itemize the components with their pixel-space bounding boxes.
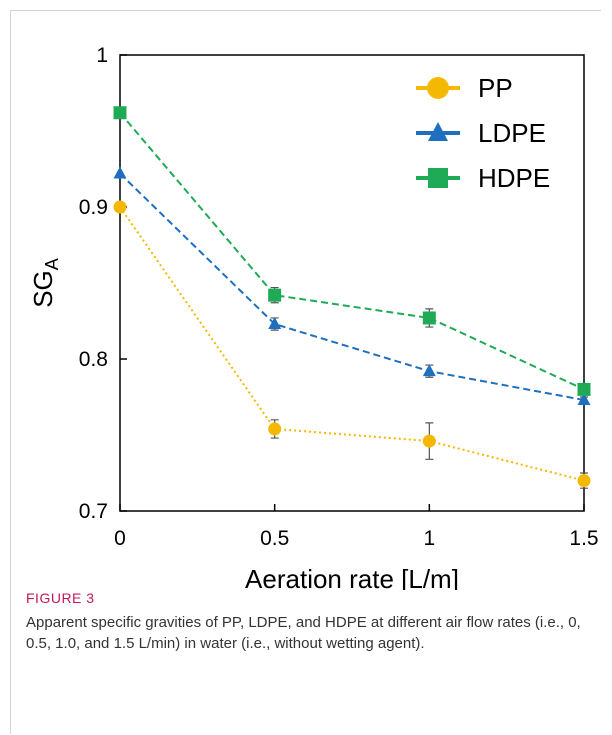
legend-item-pp: PP — [416, 73, 513, 103]
series-line-hdpe — [119, 112, 585, 391]
data-point-hdpe — [422, 311, 436, 325]
y-tick-label: 1 — [96, 44, 108, 67]
data-point-hdpe — [268, 288, 282, 302]
plot-area — [119, 54, 585, 512]
legend-item-ldpe: LDPE — [416, 118, 546, 148]
legend-item-hdpe: HDPE — [416, 163, 550, 193]
figure-label: FIGURE 3 — [26, 590, 95, 606]
legend-label-hdpe: HDPE — [478, 163, 550, 193]
data-point-ldpe — [268, 317, 282, 330]
series-ldpe — [113, 166, 591, 406]
y-axis-title-main: SG — [28, 270, 58, 308]
x-tick-label: 0.5 — [260, 527, 289, 550]
x-axis-title: Aeration rate [L/m] — [245, 564, 459, 590]
figure-frame — [10, 10, 601, 734]
legend: PP LDPE HDPE — [416, 73, 550, 193]
data-point-hdpe — [577, 382, 591, 396]
legend-marker-hdpe — [428, 168, 448, 188]
y-axis-title: SGA — [28, 258, 62, 308]
data-point-ldpe — [422, 364, 436, 377]
data-point-hdpe — [113, 106, 127, 120]
series-line-ldpe — [119, 172, 585, 402]
line-chart: 0 0.5 1 1.5 0.7 0.8 0.9 1 Aeration rate [L/m] S… — [28, 44, 599, 590]
legend-marker-pp — [427, 77, 449, 99]
legend-label-ldpe: LDPE — [478, 118, 546, 148]
series-hdpe — [113, 106, 591, 396]
x-tick-label: 1.5 — [569, 527, 598, 550]
data-point-ldpe — [577, 393, 591, 406]
data-point-pp — [113, 200, 127, 214]
data-point-pp — [268, 422, 282, 436]
y-axis-title-subscript: A — [42, 258, 62, 270]
x-tick-label: 1 — [423, 527, 435, 550]
y-tick-label: 0.9 — [79, 196, 108, 219]
figure-caption: Apparent specific gravities of PP, LDPE,… — [26, 614, 581, 652]
x-tick-label: 0 — [114, 527, 126, 550]
y-tick-label: 0.8 — [79, 348, 108, 371]
data-point-pp — [422, 434, 436, 448]
legend-label-pp: PP — [478, 73, 513, 103]
series-pp — [113, 200, 591, 489]
y-tick-label: 0.7 — [79, 500, 108, 523]
series-line-pp — [119, 206, 585, 482]
data-point-pp — [577, 474, 591, 488]
data-point-ldpe — [113, 166, 127, 179]
legend-marker-ldpe — [428, 122, 448, 141]
